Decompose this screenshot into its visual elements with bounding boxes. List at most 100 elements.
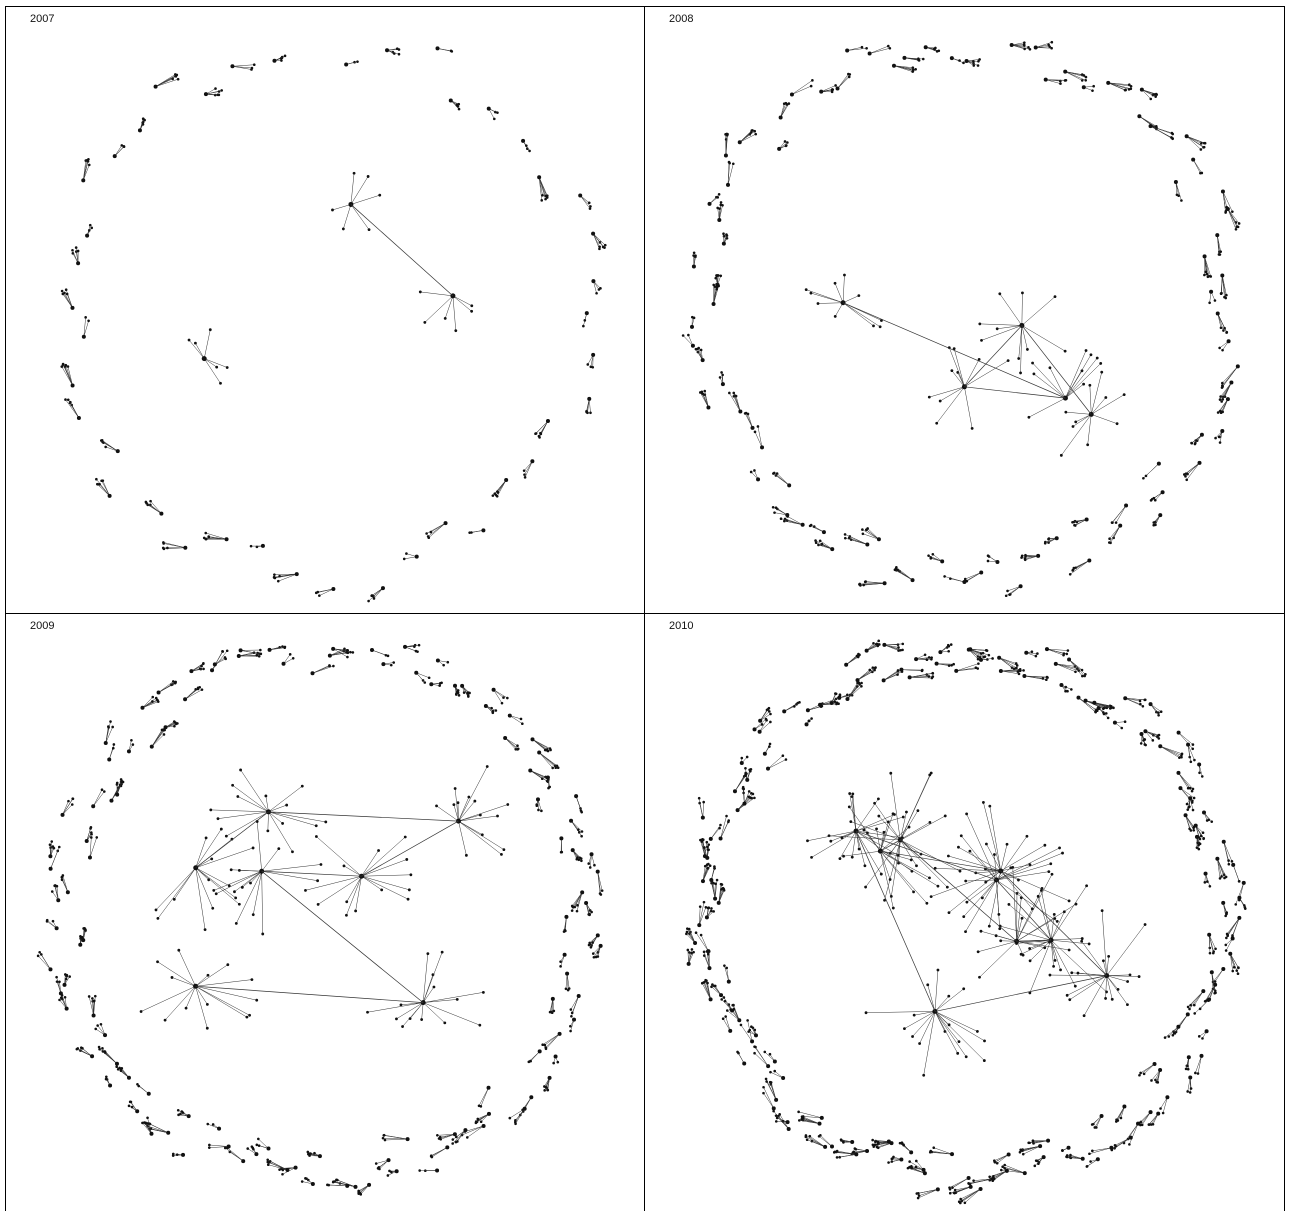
network-node (745, 755, 749, 759)
network-node (1005, 842, 1009, 846)
network-edge (227, 1147, 244, 1162)
network-node (370, 594, 374, 597)
network-edge (140, 986, 196, 1012)
network-node (564, 929, 567, 933)
network-node (1152, 1062, 1157, 1067)
network-node (324, 820, 328, 824)
network-node (545, 418, 550, 423)
network-edge (953, 348, 965, 387)
network-node (972, 1179, 975, 1182)
network-node (238, 648, 243, 653)
network-node (1201, 831, 1205, 835)
network-node (162, 733, 166, 736)
network-node (1066, 649, 1070, 652)
network-node (1213, 980, 1217, 983)
network-node (707, 862, 710, 866)
network-node (749, 470, 753, 474)
network-edge (1070, 560, 1090, 575)
network-edge (704, 842, 708, 857)
network-edge (737, 1051, 745, 1064)
network-edge (872, 1139, 889, 1142)
network-edge (970, 649, 987, 651)
network-node (1148, 124, 1153, 129)
network-edge (719, 205, 723, 221)
network-edge (589, 854, 592, 868)
network-edge (811, 524, 825, 533)
network-edge (458, 804, 508, 822)
network-node (901, 648, 904, 652)
network-edge (729, 392, 741, 412)
network-node (749, 769, 752, 773)
network-node (1048, 45, 1051, 48)
network-edge (1217, 858, 1227, 877)
network-node (202, 667, 205, 671)
network-edge (810, 292, 844, 303)
network-node (916, 809, 920, 813)
network-edge (214, 657, 226, 665)
network-edge (1000, 870, 1019, 881)
network-edge (682, 335, 694, 346)
network-edge (576, 892, 583, 912)
network-node (201, 662, 205, 666)
network-node (1108, 707, 1112, 710)
network-edge (83, 320, 89, 337)
network-edge (1050, 885, 1087, 941)
network-node (252, 1148, 255, 1151)
network-edge (269, 646, 283, 651)
network-edge (1068, 659, 1083, 677)
network-node (1021, 291, 1024, 295)
network-node (590, 910, 593, 914)
network-edge (934, 1011, 985, 1061)
network-node (70, 803, 74, 806)
network-node (757, 729, 762, 734)
network-node (1237, 966, 1240, 969)
network-edge (1029, 939, 1052, 961)
network-edge (914, 1011, 935, 1016)
network-edge (900, 839, 961, 872)
network-node (965, 812, 969, 816)
network-node (725, 182, 730, 187)
network-node (381, 662, 386, 667)
network-edge (165, 723, 178, 728)
network-edge (191, 663, 204, 672)
network-edge (1189, 798, 1194, 811)
network-node (1188, 1075, 1193, 1080)
network-node (1141, 704, 1145, 708)
network-edge (992, 1170, 1007, 1181)
network-edge (1186, 136, 1202, 150)
network-node (1237, 879, 1241, 883)
network-node (1170, 136, 1173, 139)
network-node (840, 836, 844, 840)
network-edge (350, 173, 355, 205)
network-node (544, 1047, 548, 1051)
network-node (865, 46, 868, 50)
network-edge (149, 1128, 169, 1134)
network-node (231, 783, 235, 787)
network-node (1137, 114, 1142, 119)
network-node (707, 966, 712, 971)
network-edge (532, 739, 548, 750)
network-edge (996, 863, 1051, 881)
network-node (1154, 1078, 1157, 1082)
network-edge (787, 516, 803, 525)
network-node (293, 1165, 298, 1170)
network-node (736, 1050, 739, 1054)
network-node (1034, 1159, 1038, 1162)
network-node (985, 649, 988, 652)
network-node (1214, 947, 1217, 951)
network-node (831, 88, 834, 91)
network-node (414, 554, 419, 559)
network-node (84, 316, 87, 319)
network-node (1009, 43, 1014, 48)
network-node (1070, 971, 1074, 975)
network-edge (1149, 1113, 1159, 1125)
network-node (1185, 1012, 1190, 1017)
network-edge (724, 965, 730, 982)
network-edge (841, 830, 857, 838)
network-node (917, 1194, 921, 1197)
network-node (1198, 771, 1201, 775)
network-node (1161, 1111, 1165, 1115)
network-node (115, 781, 119, 785)
network-node (1220, 428, 1225, 433)
network-node (717, 193, 721, 196)
